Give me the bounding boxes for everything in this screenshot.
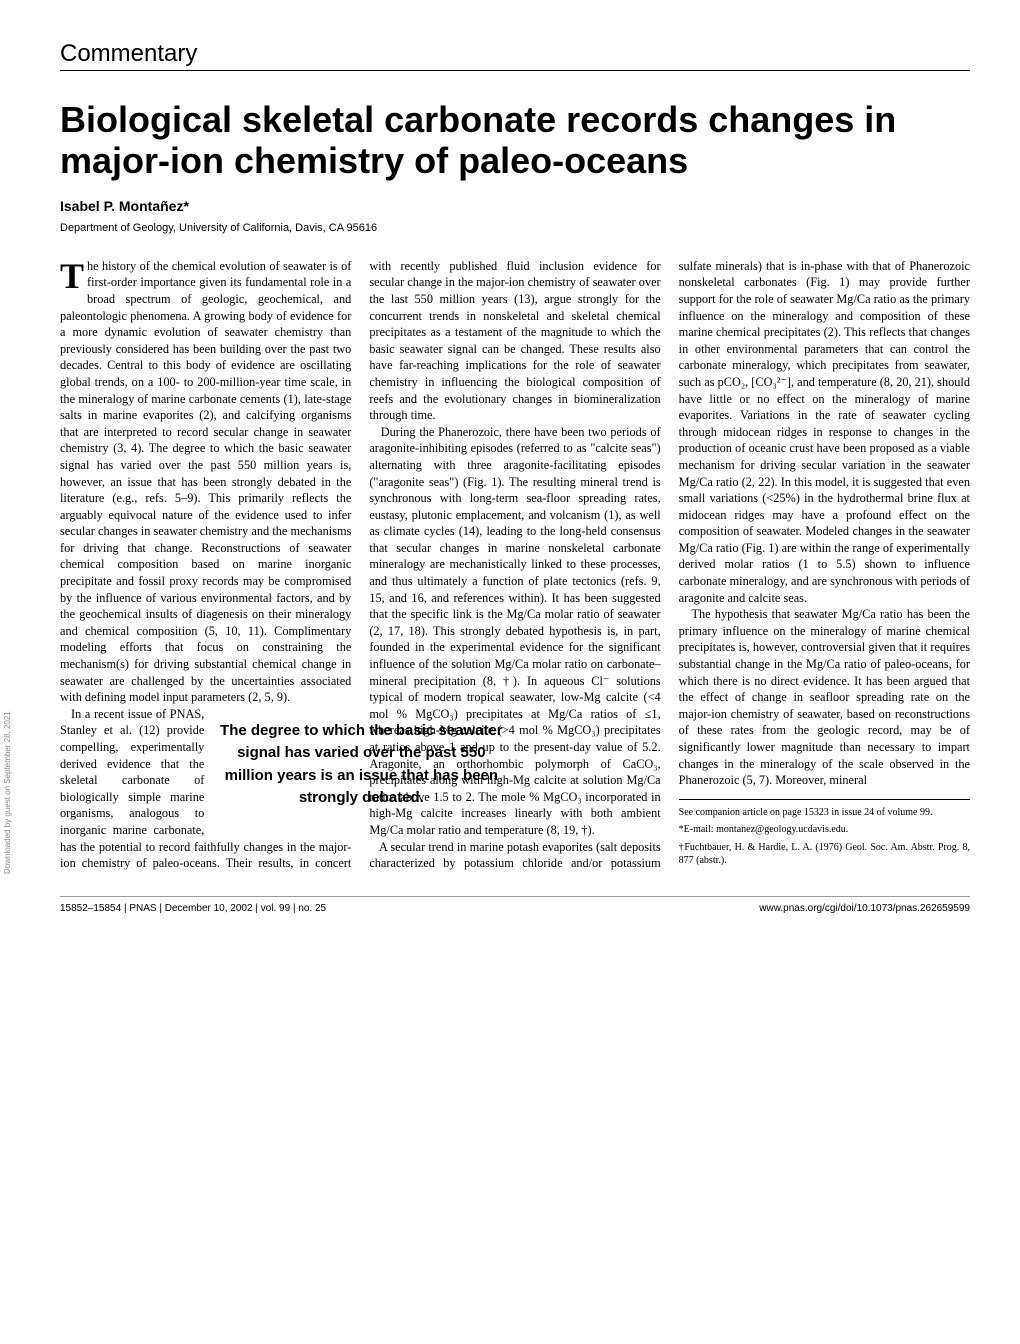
paragraph-1: The history of the chemical evolution of… [60,258,351,706]
footer-left: 15852–15854 | PNAS | December 10, 2002 |… [60,903,326,914]
author-name: Isabel P. Montañez* [60,198,970,214]
section-rule [60,70,970,71]
footnote-2: *E-mail: montanez@geology.ucdavis.edu. [679,823,970,837]
paragraph-1-text: he history of the chemical evolution of … [60,259,351,704]
page-footer: 15852–15854 | PNAS | December 10, 2002 |… [60,896,970,914]
footnote-3: †Fuchtbauer, H. & Hardie, L. A. (1976) G… [679,841,970,868]
dropcap: T [60,258,87,292]
paragraph-5: The hypothesis that seawater Mg/Ca ratio… [679,606,970,789]
author-affiliation: Department of Geology, University of Cal… [60,222,970,234]
article-title: Biological skeletal carbonate records ch… [60,99,970,182]
paragraph-3-text: During the Phanerozoic, there have been … [369,425,660,837]
paragraph-5-text: The hypothesis that seawater Mg/Ca ratio… [679,607,970,787]
paragraph-3: During the Phanerozoic, there have been … [369,424,660,839]
download-note: Downloaded by guest on September 28, 202… [3,711,12,874]
footnotes: See companion article on page 15323 in i… [679,799,970,868]
footer-right: www.pnas.org/cgi/doi/10.1073/pnas.262659… [759,903,970,914]
body-columns: The history of the chemical evolution of… [60,258,970,872]
footnote-1: See companion article on page 15323 in i… [679,806,970,820]
section-label: Commentary [60,40,970,68]
